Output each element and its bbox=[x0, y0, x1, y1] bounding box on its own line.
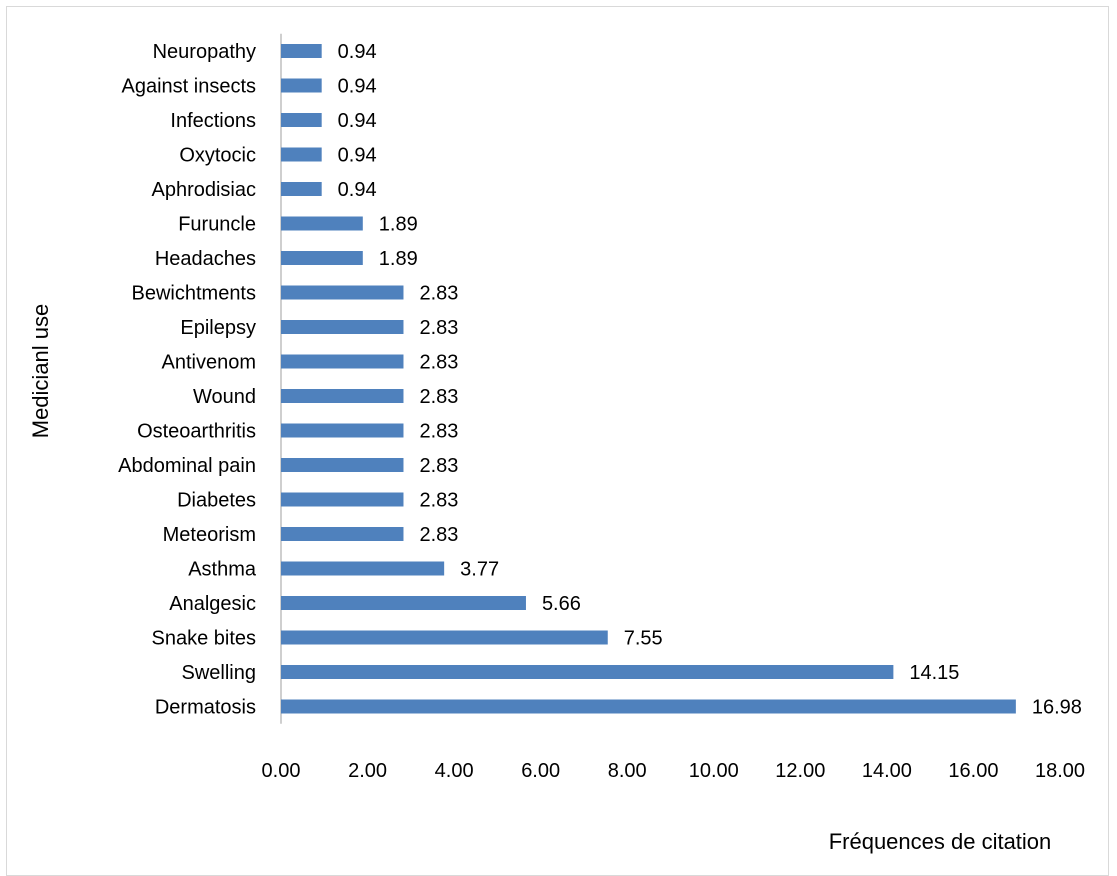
category-label: Snake bites bbox=[151, 628, 256, 650]
data-label: 2.83 bbox=[419, 317, 458, 339]
bar-snake-bites bbox=[281, 630, 608, 645]
x-tick-label: 18.00 bbox=[1035, 760, 1085, 782]
category-label: Against insects bbox=[121, 76, 256, 98]
data-label: 0.94 bbox=[338, 76, 377, 98]
bar-swelling bbox=[281, 665, 894, 679]
bar-infections bbox=[281, 113, 322, 127]
data-label: 2.83 bbox=[419, 524, 458, 546]
category-label: Analgesic bbox=[169, 593, 256, 615]
category-label: Epilepsy bbox=[180, 317, 256, 339]
x-tick-label: 12.00 bbox=[775, 760, 825, 782]
bar-wound bbox=[281, 389, 404, 403]
data-label: 16.98 bbox=[1032, 697, 1082, 719]
category-label: Meteorism bbox=[163, 524, 256, 546]
data-label: 2.83 bbox=[419, 455, 458, 477]
data-label: 2.83 bbox=[419, 490, 458, 512]
data-label: 0.94 bbox=[338, 145, 377, 167]
category-label: Diabetes bbox=[177, 490, 256, 512]
x-tick-label: 6.00 bbox=[521, 760, 560, 782]
x-tick-labels-group: 0.00 2.00 4.00 6.00 8.00 10.00 12.00 14.00 16.00… bbox=[262, 760, 1086, 782]
data-label: 14.15 bbox=[909, 662, 959, 684]
x-tick-label: 4.00 bbox=[435, 760, 474, 782]
x-tick-label: 2.00 bbox=[348, 760, 387, 782]
data-label: 1.89 bbox=[379, 214, 418, 236]
category-label: Osteoarthritis bbox=[137, 421, 256, 443]
category-label: Oxytocic bbox=[179, 145, 256, 167]
category-label: Headaches bbox=[155, 248, 256, 270]
bars-group bbox=[281, 44, 1016, 714]
bar-diabetes bbox=[281, 492, 404, 507]
data-label: 2.83 bbox=[419, 352, 458, 374]
category-labels-group: Dermatosis Swelling Snake bites Analgesic As… bbox=[118, 41, 257, 719]
bar-abdominal-pain bbox=[281, 458, 404, 472]
data-label: 2.83 bbox=[419, 283, 458, 305]
bar-meteorism bbox=[281, 527, 404, 541]
data-label: 3.77 bbox=[460, 559, 499, 581]
bar-headaches bbox=[281, 251, 363, 265]
bar-furuncle bbox=[281, 216, 363, 231]
category-label: Aphrodisiac bbox=[151, 179, 256, 201]
bar-bewichtments bbox=[281, 285, 404, 300]
bar-asthma bbox=[281, 561, 445, 576]
data-label: 5.66 bbox=[542, 593, 581, 615]
bar-aphrodisiac bbox=[281, 182, 322, 196]
x-tick-label: 16.00 bbox=[948, 760, 998, 782]
category-label: Antivenom bbox=[162, 352, 257, 374]
bar-antivenom bbox=[281, 354, 404, 369]
x-tick-label: 10.00 bbox=[689, 760, 739, 782]
data-label: 2.83 bbox=[419, 421, 458, 443]
x-axis-title: Fréquences de citation bbox=[829, 829, 1052, 854]
bar-against-insects bbox=[281, 78, 322, 93]
value-labels-group: 16.9814.157.555.663.772.832.832.832.832.… bbox=[338, 41, 1082, 719]
data-label: 0.94 bbox=[338, 179, 377, 201]
category-label: Furuncle bbox=[178, 214, 256, 236]
x-tick-label: 8.00 bbox=[608, 760, 647, 782]
category-label: Bewichtments bbox=[132, 283, 257, 305]
bar-osteoarthritis bbox=[281, 423, 404, 438]
category-label: Neuropathy bbox=[153, 41, 256, 63]
data-label: 1.89 bbox=[379, 248, 418, 270]
data-label: 7.55 bbox=[624, 628, 663, 650]
bar-oxytocic bbox=[281, 147, 322, 162]
data-label: 0.94 bbox=[338, 41, 377, 63]
data-label: 2.83 bbox=[419, 386, 458, 408]
x-tick-label: 0.00 bbox=[262, 760, 301, 782]
category-label: Dermatosis bbox=[155, 697, 256, 719]
x-tick-label: 14.00 bbox=[862, 760, 912, 782]
category-label: Swelling bbox=[182, 662, 256, 684]
category-label: Abdominal pain bbox=[118, 455, 256, 477]
category-label: Wound bbox=[193, 386, 256, 408]
bar-neuropathy bbox=[281, 44, 322, 58]
bar-epilepsy bbox=[281, 320, 404, 334]
category-label: Infections bbox=[170, 110, 256, 132]
category-label: Asthma bbox=[188, 559, 257, 581]
data-label: 0.94 bbox=[338, 110, 377, 132]
bar-analgesic bbox=[281, 596, 526, 610]
bar-dermatosis bbox=[281, 699, 1016, 714]
y-axis-title: Medicianl use bbox=[28, 304, 53, 439]
